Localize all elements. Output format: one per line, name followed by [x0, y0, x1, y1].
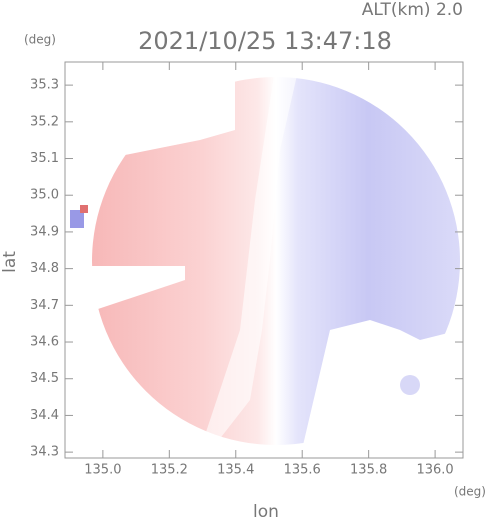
subtitle: ALT(km) 2.0	[362, 0, 463, 20]
x-axis-label: lon	[253, 502, 279, 521]
y-tick-label: 34.9	[30, 224, 59, 239]
y-tick-label: 34.3	[30, 445, 59, 460]
y-tick-label: 34.6	[30, 335, 59, 350]
x-tick-label: 135.6	[284, 463, 321, 478]
y-axis-label: lat	[0, 251, 20, 273]
y-tick-label: 34.5	[30, 371, 59, 386]
y-unit: (deg)	[24, 33, 56, 47]
plot-frame	[64, 61, 464, 459]
x-tick-label: 135.8	[350, 463, 387, 478]
x-tick-label: 135.4	[217, 463, 254, 478]
y-tick-label: 34.8	[30, 261, 59, 276]
x-tick-label: 135.0	[84, 463, 121, 478]
x-unit: (deg)	[454, 485, 486, 499]
radar-field	[65, 62, 463, 458]
y-tick-label: 35.0	[30, 188, 59, 203]
y-tick-label: 35.1	[30, 151, 59, 166]
y-tick-label: 35.2	[30, 114, 59, 129]
y-tick-label: 34.7	[30, 298, 59, 313]
chart-title: 2021/10/25 13:47:18	[138, 27, 392, 55]
x-tick-label: 136.0	[416, 463, 453, 478]
y-tick-label: 34.4	[30, 408, 59, 423]
y-tick-label: 35.3	[30, 78, 59, 93]
x-tick-label: 135.2	[151, 463, 188, 478]
